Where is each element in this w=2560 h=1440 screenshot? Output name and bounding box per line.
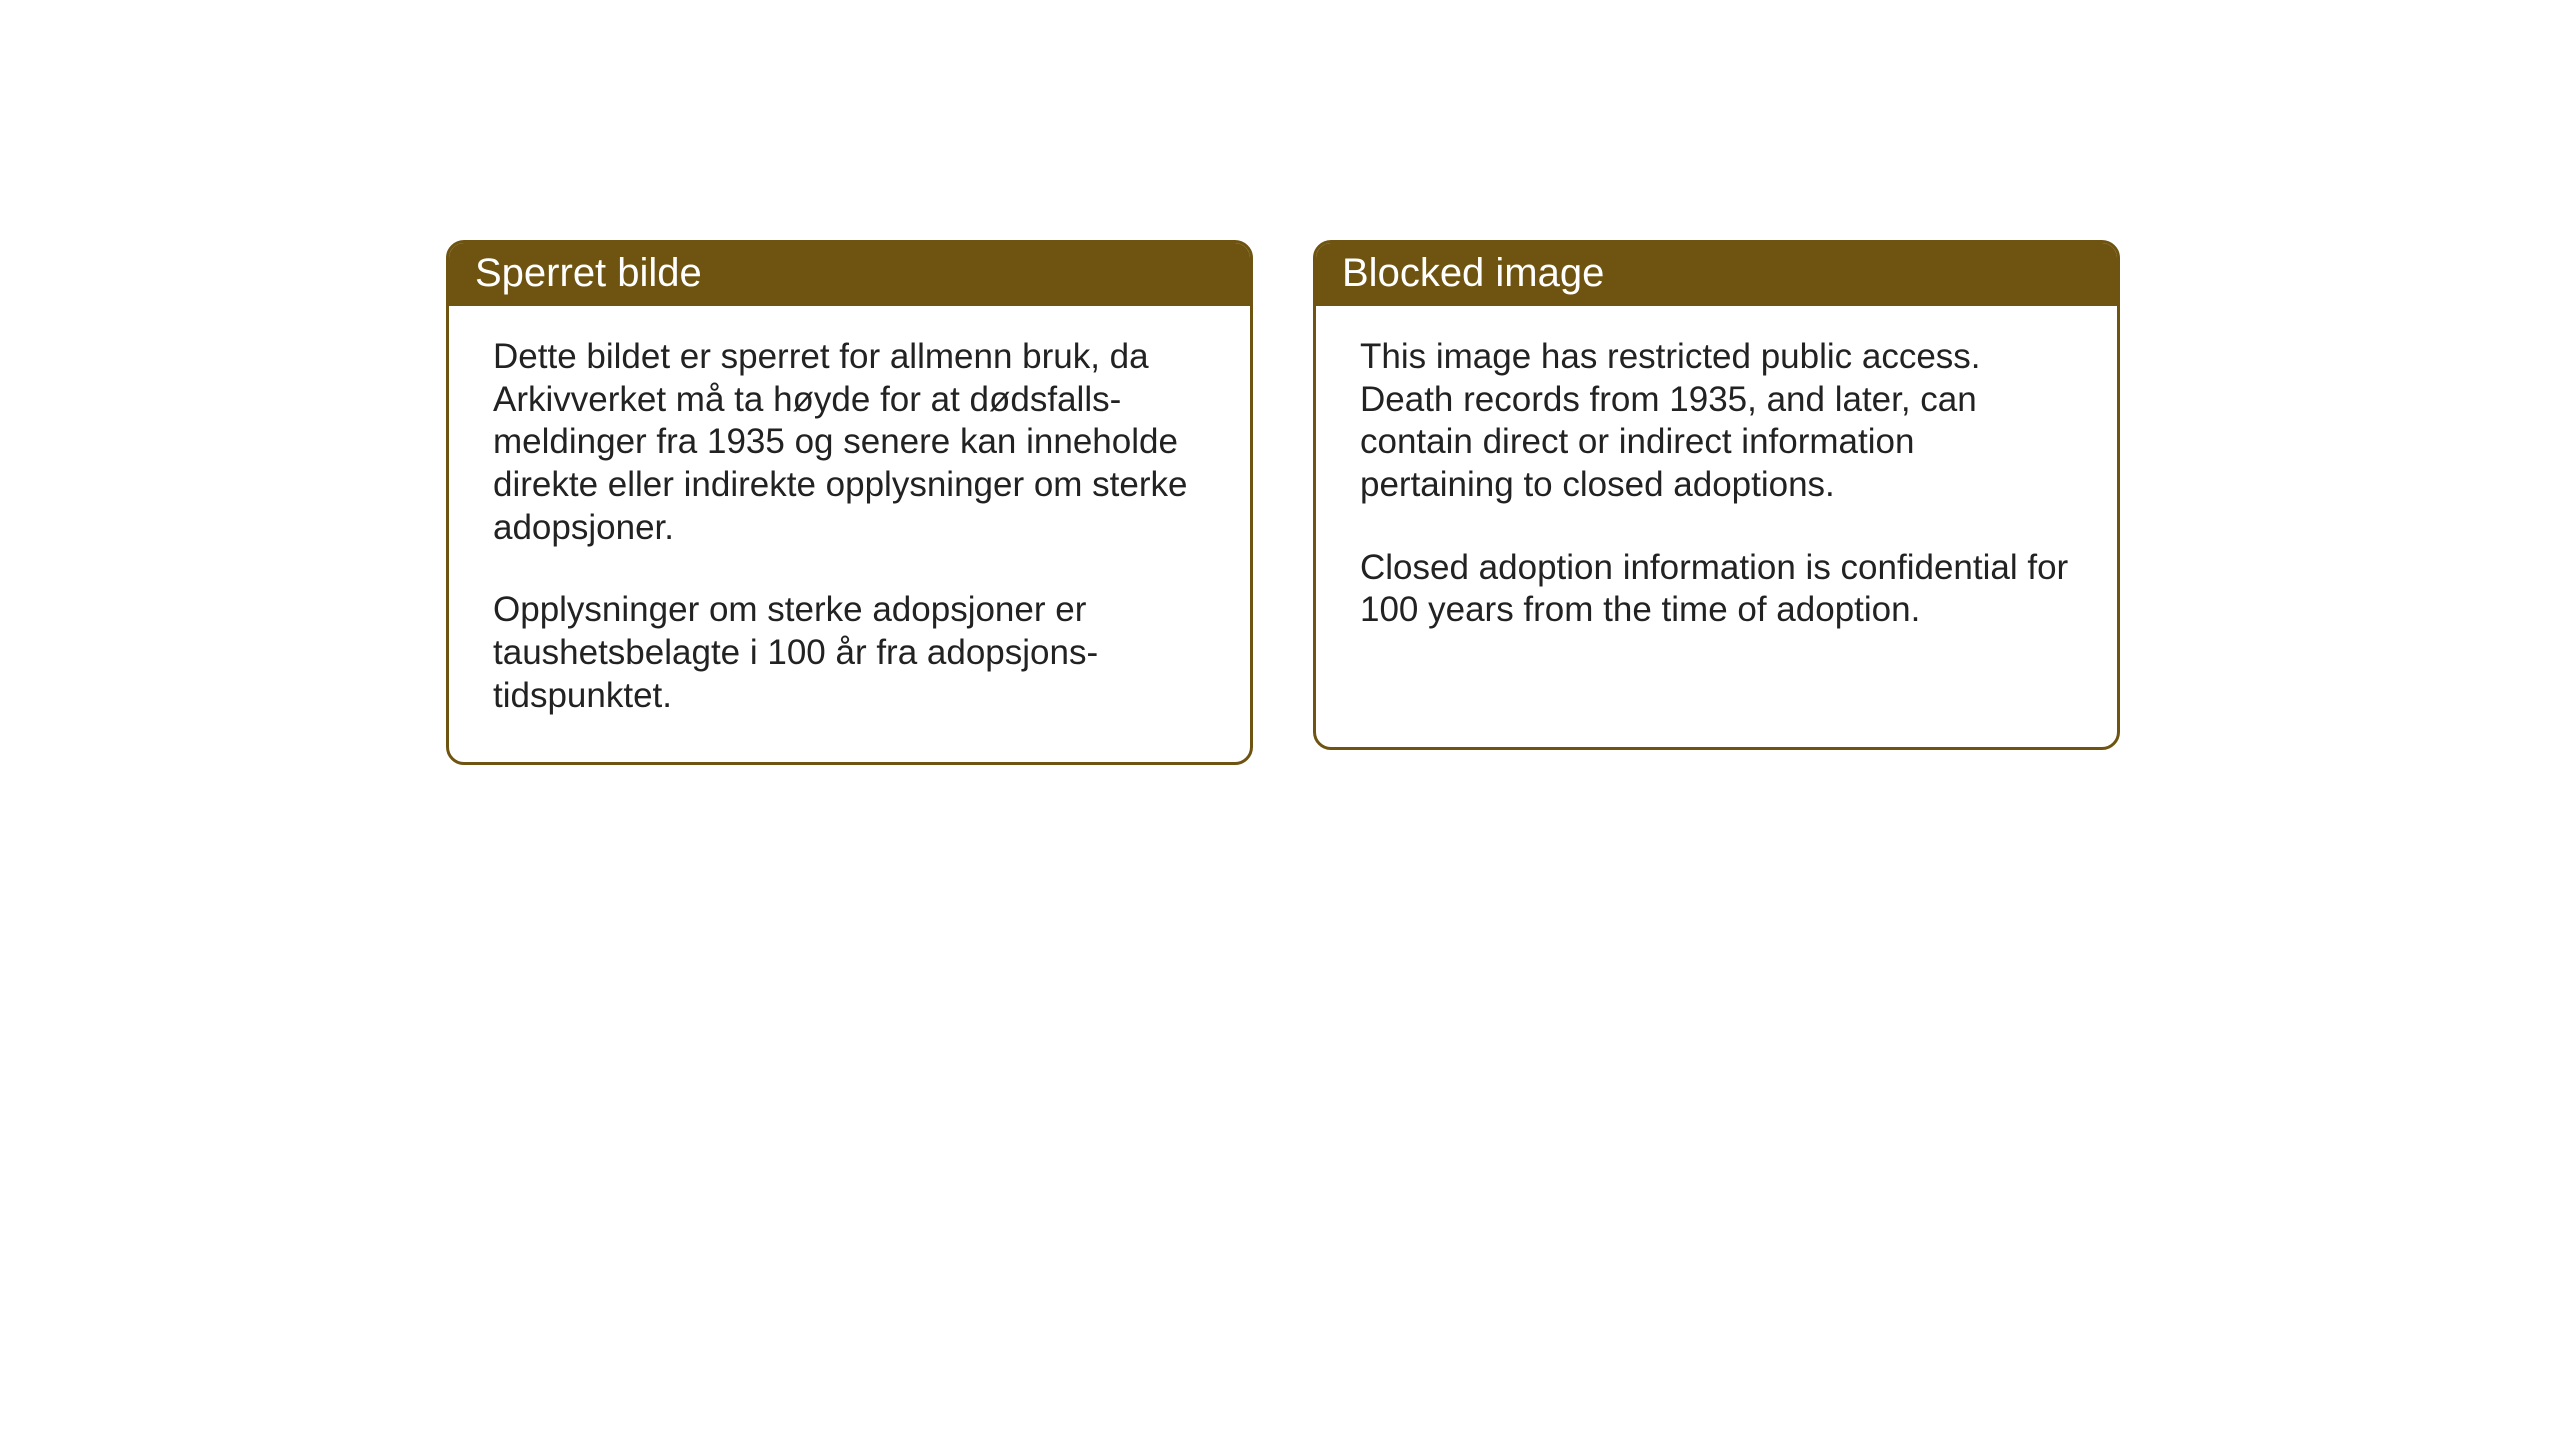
notice-header-english: Blocked image	[1316, 243, 2117, 306]
notice-paragraph-1-norwegian: Dette bildet er sperret for allmenn bruk…	[493, 336, 1206, 549]
notice-container: Sperret bilde Dette bildet er sperret fo…	[446, 240, 2120, 765]
notice-body-english: This image has restricted public access.…	[1316, 306, 2117, 676]
notice-title-english: Blocked image	[1342, 251, 1604, 295]
notice-body-norwegian: Dette bildet er sperret for allmenn bruk…	[449, 306, 1250, 762]
notice-paragraph-2-norwegian: Opplysninger om sterke adopsjoner er tau…	[493, 589, 1206, 717]
notice-paragraph-1-english: This image has restricted public access.…	[1360, 336, 2073, 507]
notice-header-norwegian: Sperret bilde	[449, 243, 1250, 306]
notice-paragraph-2-english: Closed adoption information is confident…	[1360, 547, 2073, 632]
notice-box-english: Blocked image This image has restricted …	[1313, 240, 2120, 750]
notice-title-norwegian: Sperret bilde	[475, 251, 702, 295]
notice-box-norwegian: Sperret bilde Dette bildet er sperret fo…	[446, 240, 1253, 765]
